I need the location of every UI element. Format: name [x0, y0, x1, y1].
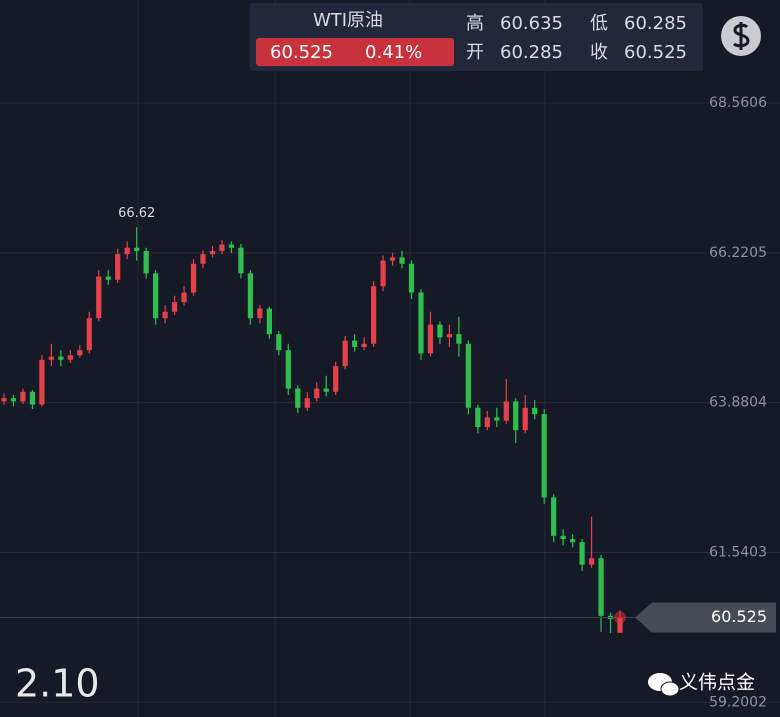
- close-label: 收: [590, 42, 608, 63]
- candle-body: [276, 334, 282, 351]
- candle-body: [1, 398, 7, 402]
- candle-body: [541, 414, 547, 498]
- candle-body: [285, 350, 291, 389]
- candle-body: [143, 250, 149, 274]
- candle-body: [295, 388, 301, 408]
- candle-body: [162, 311, 168, 319]
- quote-name: WTI原油: [313, 10, 383, 31]
- last-price-glow: [614, 611, 626, 624]
- candle-body: [465, 343, 471, 408]
- candle-body: [588, 558, 595, 565]
- vertical-grid: [137, 0, 546, 717]
- candle-body: [361, 343, 367, 347]
- grid: 59.2002 61.5403 63.8804 66.2205 68.5606: [0, 95, 780, 710]
- candle-body: [228, 244, 235, 248]
- candle-body: [389, 257, 396, 261]
- candle-body: [475, 407, 481, 427]
- y-tick-label: 68.5606: [709, 95, 767, 111]
- max-label: 66.62: [118, 206, 155, 221]
- y-tick-label: 59.2002: [709, 694, 767, 710]
- high-value: 60.635: [500, 13, 563, 34]
- candle-body: [77, 350, 83, 356]
- candle-body: [200, 254, 206, 264]
- candle-body: [314, 388, 320, 399]
- watermark-text: 义伟点金: [679, 672, 755, 694]
- watermark-icon: [660, 681, 680, 697]
- candle-body: [153, 273, 159, 319]
- candle-body: [238, 247, 244, 274]
- y-tick-label: 61.5403: [709, 544, 767, 560]
- low-value: 60.285: [624, 13, 687, 34]
- candle-body: [171, 302, 178, 312]
- quote-change: 0.41%: [365, 42, 422, 63]
- candle-body: [48, 356, 54, 360]
- candles: 66.62 60.525: [0, 206, 776, 634]
- candle-body: [304, 398, 310, 408]
- low-label: 低: [590, 13, 608, 34]
- candle-body: [134, 247, 140, 251]
- candle-body: [522, 407, 528, 431]
- candle-body: [570, 539, 576, 543]
- quote-price: 60.525: [270, 42, 333, 63]
- open-label: 开: [466, 42, 484, 63]
- currency-button[interactable]: [721, 16, 761, 56]
- candle-body: [427, 324, 434, 354]
- candle-body: [456, 334, 462, 344]
- candle-body: [67, 355, 73, 360]
- candle-body: [380, 260, 386, 287]
- candle-body: [190, 263, 197, 293]
- price-box: [256, 38, 454, 66]
- candle-body: [86, 318, 92, 351]
- date-label: 2.10: [15, 662, 100, 706]
- watermark: 义伟点金: [648, 672, 755, 697]
- last-price-label: 60.525: [711, 607, 767, 626]
- candle-body: [399, 257, 405, 264]
- candle-body: [437, 324, 443, 338]
- candle-body: [115, 254, 121, 280]
- candle-body: [494, 417, 500, 421]
- candle-body: [10, 398, 17, 402]
- y-tick-label: 66.2205: [709, 245, 767, 261]
- candle-body: [352, 340, 358, 347]
- quote-panel: WTI原油 60.525 0.41% 高 60.635 低 60.285 开 6…: [250, 3, 703, 71]
- candle-body: [560, 535, 566, 540]
- candle-body: [598, 558, 604, 616]
- candle-body: [323, 388, 329, 392]
- candle-body: [503, 401, 509, 421]
- candle-body: [29, 391, 36, 405]
- candle-body: [247, 273, 254, 319]
- candle-body: [370, 286, 377, 344]
- last-price-tag: [635, 602, 776, 633]
- candle-body: [39, 359, 45, 405]
- candle-body: [617, 617, 623, 633]
- candle-body: [124, 247, 130, 255]
- candle-body: [418, 292, 424, 354]
- candle-body: [181, 292, 187, 303]
- open-value: 60.285: [500, 42, 563, 63]
- candle-body: [105, 276, 111, 280]
- candle-body: [58, 356, 64, 360]
- candle-body: [342, 340, 348, 367]
- candle-body: [484, 417, 490, 427]
- candle-body: [96, 276, 102, 319]
- candle-body: [579, 542, 585, 565]
- high-label: 高: [466, 13, 484, 34]
- candle-body: [333, 366, 339, 392]
- candle-body: [532, 407, 538, 415]
- candle-body: [551, 497, 557, 536]
- candle-body: [257, 308, 263, 319]
- candle-body: [219, 244, 225, 251]
- dollar-glyph: [733, 22, 750, 50]
- candle-body: [20, 391, 26, 402]
- candle-body: [513, 401, 519, 431]
- candle-body: [209, 250, 216, 255]
- y-tick-label: 63.8804: [709, 395, 767, 411]
- candle-body: [408, 263, 415, 293]
- candle-body: [266, 308, 272, 335]
- candle-body: [446, 334, 453, 338]
- close-value: 60.525: [624, 42, 687, 63]
